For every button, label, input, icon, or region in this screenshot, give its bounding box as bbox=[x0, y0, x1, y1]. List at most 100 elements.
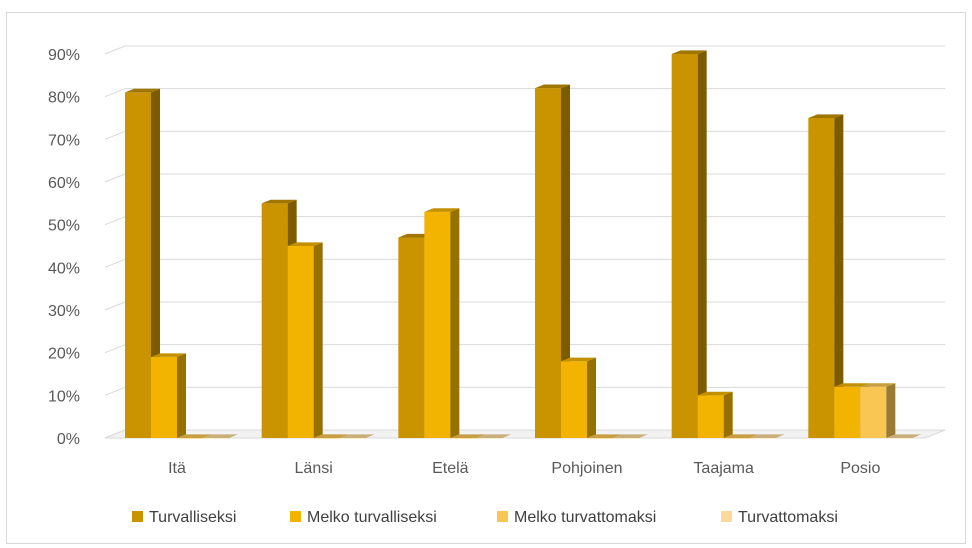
legend-label: Turvattomaksi bbox=[738, 509, 838, 526]
bar bbox=[450, 434, 486, 439]
gridline-connector bbox=[104, 216, 126, 226]
bar-side bbox=[313, 242, 323, 438]
x-tick-label: Itä bbox=[168, 460, 186, 477]
gridline-connector bbox=[104, 386, 126, 396]
bar-front bbox=[749, 438, 776, 439]
y-tick-label: 30% bbox=[48, 303, 80, 320]
bar-top bbox=[671, 50, 707, 54]
chart-frame bbox=[6, 12, 966, 544]
bar-front bbox=[723, 438, 750, 439]
bar-top bbox=[561, 357, 596, 362]
y-tick-label: 10% bbox=[48, 388, 80, 405]
y-tick-label: 50% bbox=[48, 218, 80, 235]
bar-side bbox=[886, 383, 896, 438]
y-tick-label: 80% bbox=[48, 90, 80, 107]
bar-front bbox=[697, 395, 724, 438]
bar-front bbox=[203, 438, 229, 439]
bar bbox=[177, 434, 212, 439]
bar-top bbox=[125, 88, 160, 93]
bar bbox=[587, 434, 622, 439]
bar-front bbox=[313, 438, 340, 439]
bar-side bbox=[450, 208, 460, 438]
bar bbox=[671, 50, 707, 439]
bar-top bbox=[476, 434, 512, 438]
bar-top bbox=[261, 199, 297, 204]
x-tick-label: Pohjoinen bbox=[551, 460, 622, 477]
gridline-connector bbox=[104, 130, 126, 140]
bar-top bbox=[613, 434, 648, 438]
bar-front bbox=[808, 118, 835, 438]
bar-side bbox=[587, 357, 596, 438]
bar-top bbox=[339, 434, 375, 438]
gridline-connector bbox=[104, 45, 126, 55]
bar-side bbox=[151, 88, 160, 439]
bar-side bbox=[177, 353, 186, 438]
bar bbox=[151, 353, 186, 438]
bar bbox=[535, 84, 570, 439]
bars bbox=[125, 50, 922, 439]
bar-top bbox=[886, 434, 922, 438]
bar-front bbox=[261, 203, 288, 438]
bar-top bbox=[834, 383, 870, 387]
bar bbox=[613, 434, 648, 439]
bar-top bbox=[287, 242, 323, 246]
bar bbox=[424, 208, 460, 438]
bar-front bbox=[671, 54, 698, 438]
bar-front bbox=[339, 438, 366, 439]
bar-front bbox=[535, 88, 561, 438]
bar bbox=[860, 383, 896, 438]
bar-side bbox=[561, 84, 570, 439]
bar-front bbox=[587, 438, 613, 439]
bar bbox=[476, 434, 512, 439]
legend-label: Melko turvalliseksi bbox=[307, 509, 437, 526]
bar-top bbox=[313, 434, 349, 438]
bar-top bbox=[424, 208, 460, 212]
bar-top bbox=[535, 84, 570, 89]
bar bbox=[203, 434, 238, 439]
bar-top bbox=[151, 353, 186, 357]
bar-side bbox=[723, 391, 733, 438]
y-axis: 0% 10% 20% 30% 40% 50% 60% 70% 80% 90% bbox=[48, 47, 80, 448]
bar-front bbox=[125, 92, 151, 439]
bar-top bbox=[808, 114, 844, 118]
bar-front bbox=[561, 361, 587, 438]
legend-label: Melko turvattomaksi bbox=[514, 509, 656, 526]
bar-front bbox=[834, 386, 861, 438]
gridline-connector bbox=[104, 344, 126, 354]
bar bbox=[697, 391, 733, 438]
bar-front bbox=[151, 356, 177, 438]
y-tick-label: 70% bbox=[48, 132, 80, 149]
legend-swatch bbox=[132, 511, 143, 522]
bar bbox=[339, 434, 375, 439]
bar bbox=[886, 434, 922, 439]
bar-top bbox=[697, 391, 733, 396]
x-tick-label: Länsi bbox=[295, 460, 333, 477]
x-axis: Itä Länsi Etelä Pohjoinen Taajama Posio bbox=[168, 460, 880, 477]
gridline-connector bbox=[104, 258, 126, 268]
bar-top bbox=[450, 434, 486, 438]
bar-front bbox=[476, 438, 503, 439]
bar-top bbox=[177, 434, 212, 438]
bar-top bbox=[723, 434, 759, 438]
bar-top bbox=[860, 383, 896, 387]
bar-side bbox=[834, 114, 844, 439]
legend-swatch bbox=[721, 511, 732, 522]
bar bbox=[287, 242, 323, 438]
y-tick-label: 0% bbox=[57, 431, 80, 448]
bar bbox=[125, 88, 160, 439]
bar-side bbox=[697, 50, 707, 439]
bar bbox=[561, 357, 596, 438]
legend-label: Turvalliseksi bbox=[149, 509, 236, 526]
bar-front bbox=[424, 211, 451, 438]
y-tick-label: 20% bbox=[48, 346, 80, 363]
legend: Turvalliseksi Melko turvalliseksi Melko tu… bbox=[132, 509, 838, 526]
gridline-connector bbox=[104, 301, 126, 311]
bar-top bbox=[587, 434, 622, 438]
bar-top bbox=[749, 434, 785, 438]
bar-front bbox=[886, 438, 913, 439]
x-tick-label: Posio bbox=[840, 460, 880, 477]
bar-front bbox=[287, 246, 314, 438]
x-tick-label: Taajama bbox=[693, 460, 754, 477]
y-tick-label: 60% bbox=[48, 175, 80, 192]
